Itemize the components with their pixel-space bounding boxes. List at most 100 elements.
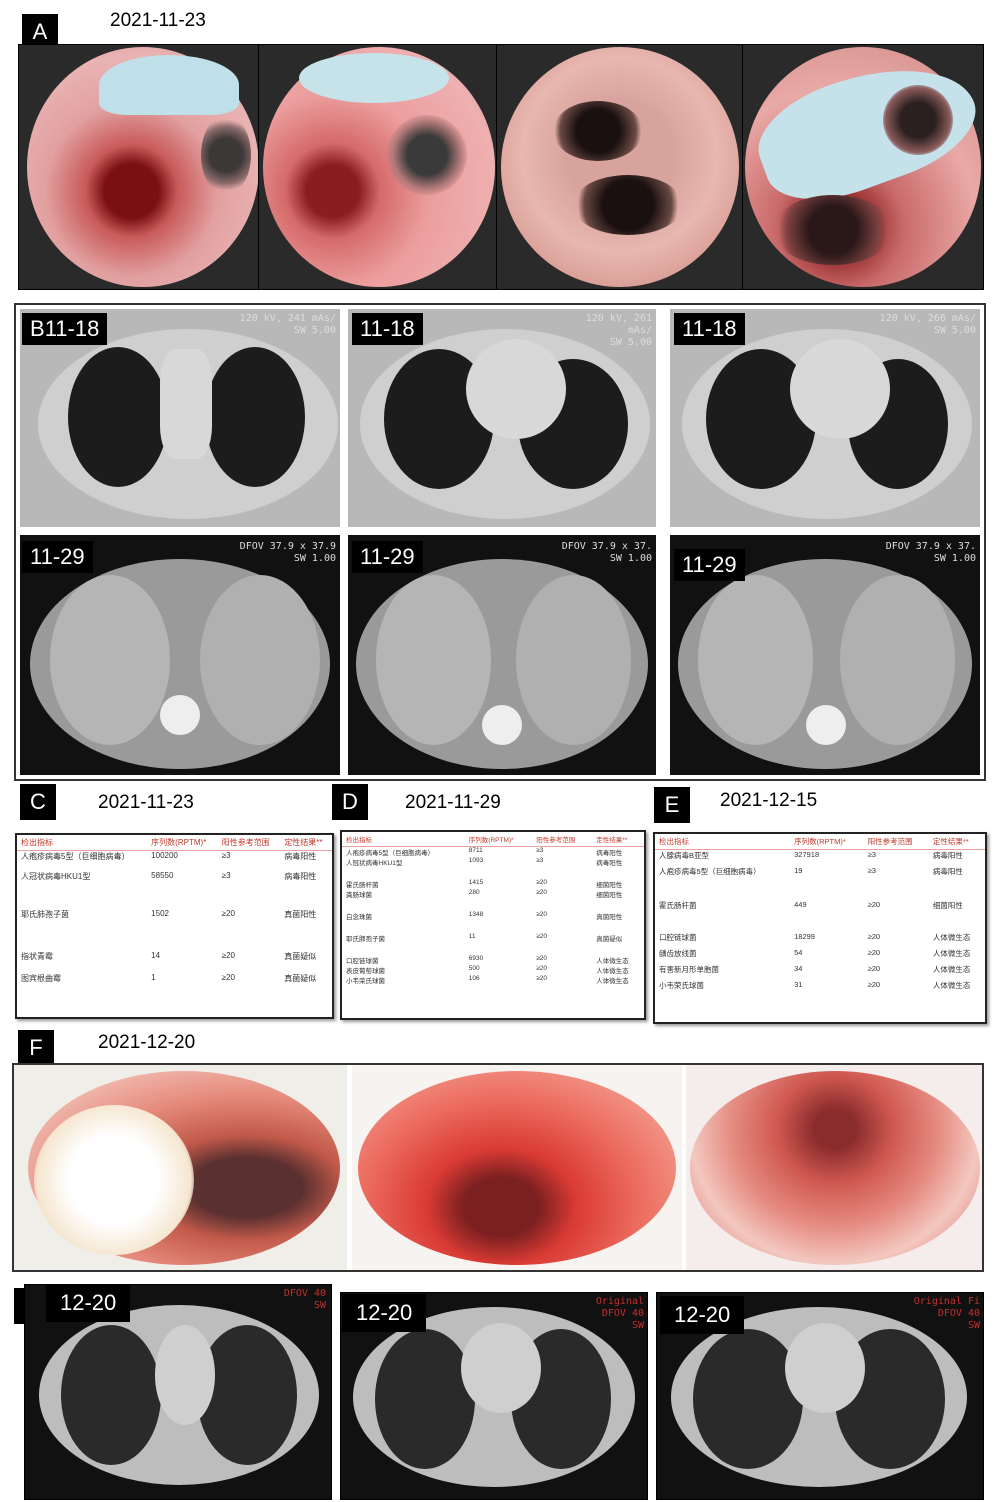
col-header: 检出指标 — [655, 834, 791, 850]
table-row: 人腺病毒B亚型 327918 ≥3 病毒阳性 — [655, 850, 985, 866]
cell: ≥20 — [867, 963, 881, 973]
col-header: 定性结果** — [592, 832, 644, 847]
ct-meta-b5-line1: DFOV 37.9 x 37. — [561, 541, 652, 552]
table-row: 霍氏肠杆菌 1415 ≥20 细菌阳性 — [342, 879, 644, 889]
cell: ≥20 — [536, 975, 548, 982]
bronchoscopy-image-a1 — [18, 44, 260, 290]
col-header: 定性结果** — [280, 835, 332, 851]
cell: 1 — [151, 972, 156, 982]
ct-label-b5: 11-29 — [352, 541, 423, 573]
ct-meta-b1-line2: SW 5.00 — [293, 325, 336, 336]
table-row: 人疱疹病毒5型（巨细胞病毒） 19 ≥3 病毒阳性 — [655, 866, 985, 900]
ct-label-b2: 11-18 — [352, 313, 423, 345]
cell: 人体微生态 — [932, 964, 971, 974]
ct-label-b1-text: 11-18 — [44, 316, 100, 341]
ct-panel-b: B11-18 120 kV, 241 mAs/SW 5.00 11-18 120… — [14, 303, 986, 781]
ct-meta-b1-line1: 120 kV, 241 mAs/ — [239, 313, 336, 324]
ct-meta-b5-line2: SW 1.00 — [609, 553, 652, 564]
cell: ≥20 — [536, 879, 548, 886]
cell: 人腺病毒B亚型 — [659, 851, 710, 860]
table-row: 霍氏肠杆菌 449 ≥20 细菌阳性 — [655, 900, 985, 932]
ct-scan-b4 — [20, 535, 340, 775]
ct-scan-b1 — [20, 309, 340, 527]
cell: ≥3 — [221, 851, 231, 860]
cell: 人体微生态 — [932, 980, 971, 990]
cell: 耶氏肺孢子菌 — [346, 936, 385, 943]
panel-label-c: C — [20, 784, 56, 820]
cell: 有害新月形单胞菌 — [659, 964, 719, 974]
cell: 真菌疑似 — [284, 951, 317, 961]
cell: 真菌阳性 — [596, 914, 623, 921]
report-table-d: 检出指标 序列数(RPTM)* 阳性参考范围 定性结果** 人疱疹病毒5型（巨细… — [340, 830, 646, 1020]
cell: 龋齿放线菌 — [659, 948, 697, 958]
ct-meta-g2-line2: DFOV 40 — [601, 1308, 644, 1319]
cell: ≥20 — [221, 950, 235, 960]
table-row: 人疱疹病毒5型（巨细胞病毒） 100200 ≥3 病毒阳性 — [17, 851, 332, 871]
cell: 真菌疑似 — [596, 936, 623, 943]
ct-meta-g2-line3: SW — [631, 1320, 644, 1331]
cell: 细菌阳性 — [932, 900, 963, 910]
col-header: 检出指标 — [342, 832, 465, 847]
ct-meta-b4-line1: DFOV 37.9 x 37.9 — [239, 541, 336, 552]
cell: ≥20 — [221, 972, 235, 982]
bronchoscopy-image-f1 — [14, 1065, 347, 1270]
bronchoscopy-image-a3 — [496, 44, 744, 290]
panel-a-date: 2021-11-23 — [110, 10, 206, 31]
cell: 449 — [794, 899, 807, 909]
table-row: 人冠状病毒HKU1型 58550 ≥3 病毒阳性 — [17, 871, 332, 909]
cell: 人体微生态 — [596, 968, 629, 975]
cell: 54 — [794, 947, 803, 957]
ct-meta-g3-line1: Original Fi — [913, 1296, 980, 1307]
ct-meta-g1: DFOV 40 SW — [250, 1288, 326, 1312]
cell: ≥20 — [867, 931, 881, 941]
cell: ≥20 — [536, 911, 548, 918]
col-header: 序列数(RPTM)* — [790, 834, 864, 850]
table-row: 耶氏肺孢子菌 11 ≥20 真菌疑似 — [342, 933, 644, 955]
cell: 小韦荣氏球菌 — [659, 980, 704, 990]
cell: 6930 — [468, 955, 484, 962]
cell: 11 — [468, 933, 476, 940]
panel-label-e: E — [654, 787, 690, 823]
cell: 白念珠菌 — [346, 914, 372, 921]
col-header: 定性结果** — [928, 834, 985, 850]
cell: 图宾根曲霉 — [21, 973, 61, 983]
cell: 人疱疹病毒5型（巨细胞病毒） — [659, 866, 761, 876]
col-header: 阳性参考范围 — [863, 834, 929, 850]
cell: ≥3 — [536, 847, 544, 854]
cell: 病毒阳性 — [596, 850, 623, 857]
ct-label-b3: 11-18 — [674, 313, 745, 345]
ct-meta-b4: DFOV 37.9 x 37.9 SW 1.00 — [226, 541, 336, 565]
col-header: 序列数(RPTM)* — [464, 832, 533, 847]
ct-label-b4: 11-29 — [22, 541, 93, 573]
ct-meta-b3: 120 kV, 266 mAs/SW 5.00 — [876, 313, 976, 337]
cell: ≥20 — [536, 955, 548, 962]
cell: 真菌疑似 — [284, 973, 317, 983]
cell: 人体微生态 — [932, 948, 971, 958]
table-row: 图宾根曲霉 1 ≥20 真菌疑似 — [17, 973, 332, 991]
ct-scan-b5 — [348, 535, 656, 775]
table-row: 白念珠菌 1348 ≥20 真菌阳性 — [342, 911, 644, 933]
panel-e-date: 2021-12-15 — [720, 790, 818, 811]
cell: 病毒阳性 — [932, 851, 963, 860]
cell: 人体微生态 — [596, 958, 629, 965]
ct-meta-g2: Original DFOV 40 SW — [572, 1296, 644, 1332]
table-row: 龋齿放线菌 54 ≥20 人体微生态 — [655, 948, 985, 964]
cell: 指状青霉 — [21, 951, 53, 961]
cell: ≥20 — [536, 965, 548, 972]
cell: 霍氏肠杆菌 — [659, 900, 697, 910]
ct-label-g3: 12-20 — [660, 1296, 745, 1334]
col-header: 检出指标 — [17, 835, 148, 851]
cell: ≥3 — [536, 857, 544, 864]
cell: ≥20 — [867, 947, 881, 957]
cell: 1502 — [151, 908, 169, 918]
ct-label-g2: 12-20 — [342, 1294, 427, 1332]
col-header: 阳性参考范围 — [217, 835, 281, 851]
cell: ≥20 — [536, 933, 548, 940]
bronchoscopy-image-a2 — [258, 44, 498, 290]
table-row: 人冠状病毒HKU1型 1093 ≥3 病毒阳性 — [342, 857, 644, 879]
cell: 1415 — [468, 879, 484, 886]
ct-meta-b1: 120 kV, 241 mAs/SW 5.00 — [236, 313, 336, 337]
ct-meta-b6-line2: SW 1.00 — [933, 553, 976, 564]
cell: 106 — [468, 975, 480, 982]
ct-scan-b6 — [670, 535, 980, 775]
